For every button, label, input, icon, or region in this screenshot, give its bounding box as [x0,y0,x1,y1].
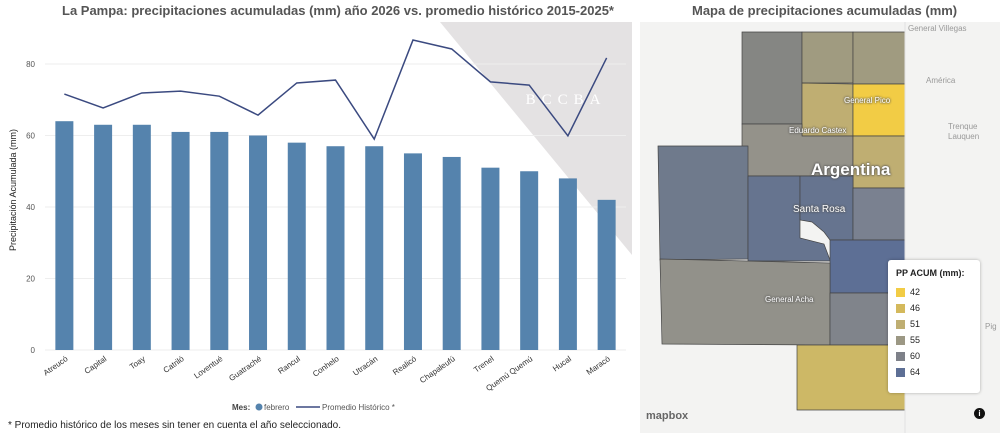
region [741,31,803,125]
bar [171,131,190,350]
legend-label: 64 [910,367,921,377]
y-tick-label: 40 [26,203,35,212]
place-label: General Villegas [908,24,967,33]
mapbox-logo[interactable]: mapbox [646,410,689,422]
x-tick-label: Trenel [472,354,496,374]
y-tick-label: 0 [31,346,36,355]
bar [481,167,500,350]
legend-title: PP ACUM (mm): [896,268,965,278]
bar [326,146,345,350]
map-regions [657,22,906,433]
bar [55,121,74,350]
bar [442,156,461,350]
legend-label: 55 [910,335,921,345]
region [852,83,906,137]
x-tick-label: Capital [83,354,109,376]
place-label: General Pico [844,96,891,105]
x-tick-label: Rancul [276,354,302,376]
legend-item: 64 [896,364,980,380]
bar [249,135,268,350]
place-label: América [926,76,956,85]
y-tick-label: 60 [26,132,35,141]
info-icon[interactable]: i [974,408,985,419]
x-tick-label: Toay [128,354,147,371]
y-tick-label: 80 [26,60,35,69]
chart-title: La Pampa: precipitaciones acumuladas (mm… [62,3,614,18]
x-tick-label: Hucal [551,354,573,373]
bar [365,146,384,350]
bar-line-chart: BCCBA 0 20 40 60 80 Precipitación Acumulada (m… [8,22,632,412]
place-label: Santa Rosa [793,204,846,215]
x-tick-label: Realicó [391,354,418,377]
y-tick-label: 20 [26,275,35,284]
bar [94,124,113,351]
legend-swatch [896,287,905,297]
map-title: Mapa de precipitaciones acumuladas (mm) [692,3,958,18]
legend-swatch [896,351,905,361]
bar [210,131,229,350]
region [801,31,854,84]
x-tick-label: Guatraché [227,354,263,383]
country-label: Argentina [811,160,891,179]
watermark-text: BCCBA [526,92,607,108]
legend-label: 46 [910,303,921,313]
legend-item: 60 [896,348,980,364]
x-tick-label: Maracó [585,354,612,377]
legend-swatch [896,319,905,329]
legend-label: 51 [910,319,921,329]
y-axis-label: Precipitación Acumulada (mm) [8,129,18,251]
legend-label: 42 [910,287,921,297]
region [657,145,749,261]
legend-swatch [896,303,905,313]
x-tick-label: Loventué [192,354,225,381]
legend-label: 60 [910,351,921,361]
legend-item: 51 [896,316,980,332]
bar [287,142,306,350]
bar [520,171,539,350]
footnote: * Promedio histórico de los meses sin te… [8,420,341,431]
bar [132,124,151,351]
legend-marker-bar [255,403,263,411]
legend-item: 46 [896,300,980,316]
region [799,175,854,241]
place-label: Trenque Lauquen [948,122,980,141]
legend-item: 55 [896,332,980,348]
legend-label-bar: febrero [264,403,290,412]
legend-item: 42 [896,284,980,300]
map-legend: PP ACUM (mm): 42 46 51 55 60 64 [888,260,980,393]
bar [403,153,422,350]
place-label: General Acha [765,295,814,304]
legend-title: Mes: [232,403,250,412]
x-tick-label: Utracán [351,354,379,377]
legend-swatch [896,335,905,345]
region [852,31,906,85]
region [852,187,906,241]
place-label: Pig [985,322,997,331]
bar [597,199,616,350]
x-tick-label: Atreucó [42,354,70,378]
choropleth-map[interactable]: General Villegas América Trenque Lauquen… [640,22,1000,433]
legend-swatch [896,367,905,377]
x-tick-label: Chapaleufú [418,354,457,385]
place-label: Eduardo Castex [789,126,847,135]
legend-label-line: Promedio Histórico * [322,403,395,412]
x-tick-label: Catriló [162,354,187,375]
x-tick-label: Conhelo [311,354,341,379]
bar [558,178,577,350]
